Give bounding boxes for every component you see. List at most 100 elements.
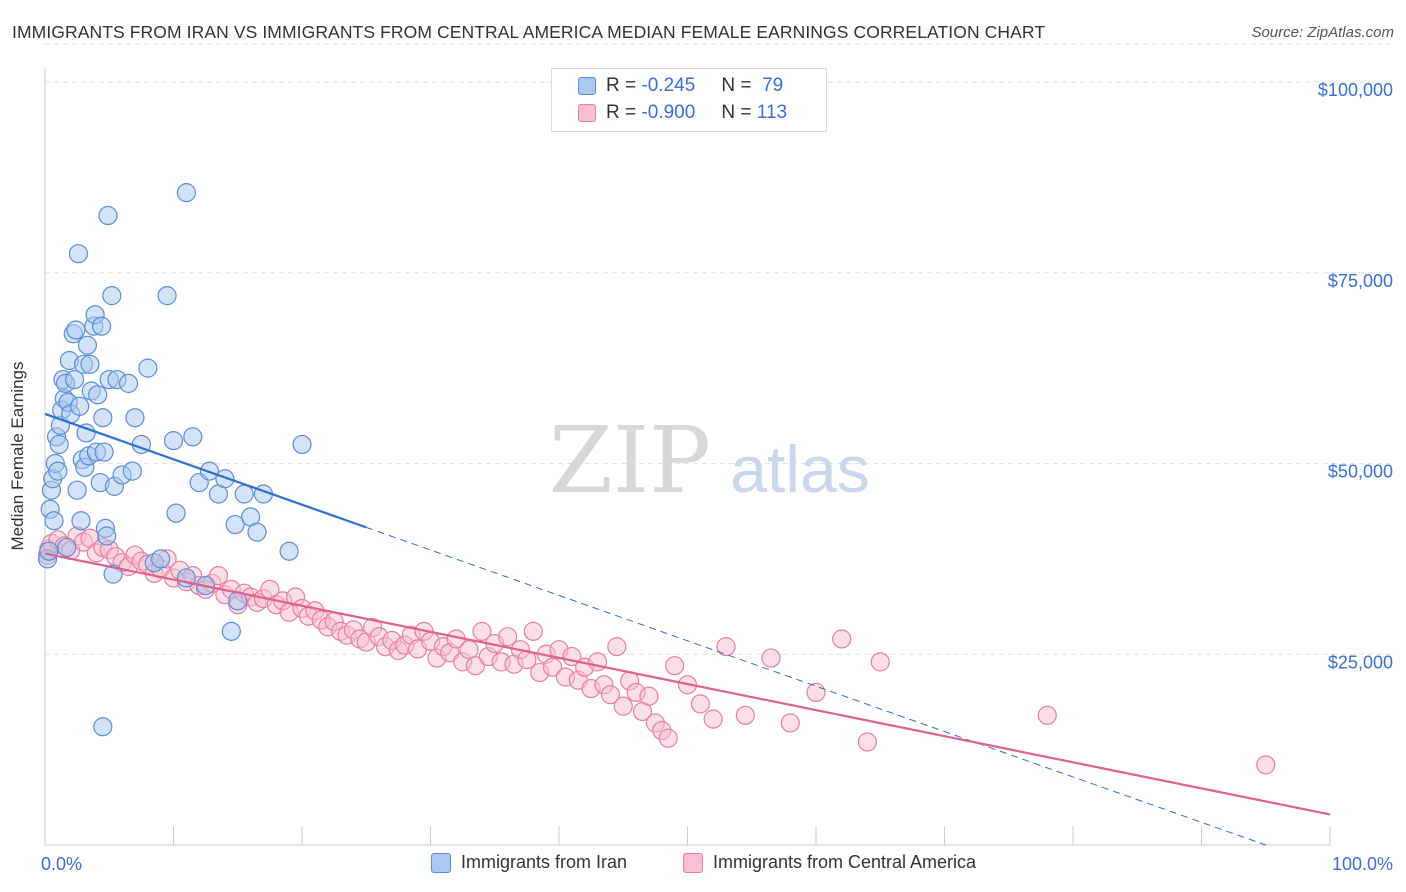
central-america-point xyxy=(498,627,518,647)
iran-points xyxy=(37,183,312,737)
iran-point xyxy=(70,396,90,416)
central-america-point xyxy=(735,705,755,725)
legend-item-central-america[interactable]: Immigrants from Central America xyxy=(683,852,976,873)
central-america-legend-label: Immigrants from Central America xyxy=(713,852,977,872)
central-america-point xyxy=(1037,705,1057,725)
iran-point xyxy=(57,537,77,558)
watermark-atlas: atlas xyxy=(730,432,869,506)
iran-point xyxy=(221,621,241,641)
central-america-point xyxy=(658,728,678,748)
iran-point xyxy=(44,511,64,531)
central-america-point xyxy=(1256,755,1276,775)
central-america-point xyxy=(639,686,659,706)
central-america-trend-line xyxy=(44,552,1331,816)
iran-point xyxy=(138,358,158,378)
iran-point xyxy=(225,514,245,535)
iran-r-value: -0.245 xyxy=(641,75,696,96)
ca-r-label: R = xyxy=(606,102,637,123)
ca-n-value: 113 xyxy=(756,102,788,123)
iran-point xyxy=(48,461,68,481)
iran-point xyxy=(77,335,98,355)
iran-point xyxy=(151,549,171,569)
central-america-point xyxy=(857,732,878,752)
y-tick-label: $25,000 xyxy=(1328,652,1393,672)
central-america-point xyxy=(870,652,890,672)
central-america-point xyxy=(703,709,723,729)
x-tick-label-min: 0.0% xyxy=(41,854,82,874)
y-tick-label: $75,000 xyxy=(1328,271,1393,291)
iran-point xyxy=(234,484,254,504)
central-america-point xyxy=(542,657,563,677)
source-label: Source: ZipAtlas.com xyxy=(1251,24,1394,41)
central-america-point xyxy=(459,640,479,660)
iran-point xyxy=(71,511,91,531)
y-tick-label: $100,000 xyxy=(1318,80,1393,100)
watermark-zip: ZIP xyxy=(549,407,711,514)
central-america-point xyxy=(716,637,736,657)
iran-point xyxy=(64,369,85,390)
central-america-point xyxy=(806,682,826,703)
tick-labels: $25,000 $50,000 $75,000 $100,000 0.0% 100.0% xyxy=(41,80,1393,874)
iran-n-label: N = xyxy=(721,75,752,96)
legend-item-iran[interactable]: Immigrants from Iran xyxy=(431,852,627,873)
iran-point xyxy=(49,434,69,455)
iran-point xyxy=(122,461,142,481)
ca-n-label: N = xyxy=(721,102,752,123)
central-america-swatch xyxy=(578,104,596,122)
iran-legend-label: Immigrants from Iran xyxy=(461,852,628,872)
iran-point xyxy=(279,541,299,561)
central-america-point xyxy=(780,713,800,733)
iran-point xyxy=(68,244,89,264)
iran-point xyxy=(94,442,114,462)
iran-point xyxy=(97,526,117,546)
iran-point xyxy=(88,385,108,405)
iran-swatch xyxy=(578,77,596,95)
central-america-point xyxy=(613,696,633,716)
iran-point xyxy=(118,373,139,393)
correlation-legend: R = -0.245 N = 79 R = -0.900 N = 113 xyxy=(551,68,827,132)
central-america-point xyxy=(832,629,852,649)
central-america-point xyxy=(587,652,608,672)
iran-trend-extension xyxy=(366,526,1266,846)
iran-point xyxy=(166,503,186,523)
central-america-point xyxy=(665,656,685,676)
iran-point xyxy=(76,423,96,443)
central-america-point xyxy=(523,621,543,641)
iran-point xyxy=(292,434,312,455)
chart-title: IMMIGRANTS FROM IRAN VS IMMIGRANTS FROM … xyxy=(12,22,1046,42)
central-america-point xyxy=(690,694,710,714)
iran-legend-swatch xyxy=(431,852,451,873)
legend-row-iran: R = -0.245 N = 79 xyxy=(552,73,783,99)
iran-point xyxy=(93,408,113,428)
series-legend: Immigrants from Iran Immigrants from Cen… xyxy=(0,852,1406,878)
central-america-point xyxy=(208,566,229,586)
legend-row-central-america: R = -0.900 N = 113 xyxy=(552,100,787,126)
ca-r-value: -0.900 xyxy=(641,102,696,123)
iran-point xyxy=(67,480,87,500)
central-america-point xyxy=(607,637,627,657)
iran-point xyxy=(183,427,203,447)
axes xyxy=(44,68,1331,846)
y-tick-label: $50,000 xyxy=(1328,462,1393,482)
iran-point xyxy=(176,183,196,203)
iran-point xyxy=(247,522,267,542)
iran-point xyxy=(91,316,112,336)
central-america-point xyxy=(600,685,621,705)
iran-point xyxy=(125,408,145,428)
iran-n-value: 79 xyxy=(762,75,784,96)
central-america-point xyxy=(761,648,781,668)
grid-lines xyxy=(45,43,1395,655)
iran-trend-line xyxy=(44,412,367,529)
central-america-legend-swatch xyxy=(683,852,703,873)
iran-r-label: R = xyxy=(606,75,637,96)
iran-point xyxy=(103,564,123,584)
x-tick-label-max: 100.0% xyxy=(1332,854,1393,874)
iran-point xyxy=(98,205,118,226)
iran-point xyxy=(93,717,113,737)
iran-point xyxy=(163,431,184,451)
iran-point xyxy=(102,286,122,306)
iran-point xyxy=(157,286,177,306)
central-america-points xyxy=(37,526,1276,775)
trend-lines xyxy=(44,412,1331,846)
